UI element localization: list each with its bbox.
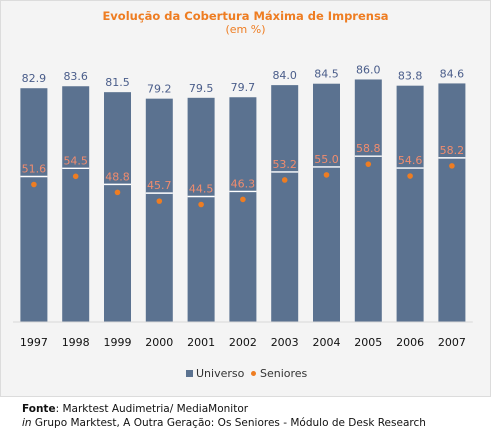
label-seniores: 58.8: [356, 142, 381, 155]
bar-universo: [229, 97, 257, 322]
source-label: Fonte: [22, 403, 56, 415]
label-universo: 79.2: [147, 83, 172, 96]
source-text: : Marktest Audimetria/ MediaMonitor: [55, 403, 249, 415]
legend-label-seniores: Seniores: [260, 367, 308, 380]
source-in-word: in: [22, 417, 32, 429]
chart-title: Evolução da Cobertura Máxima de Imprensa: [102, 9, 389, 23]
bar-universo: [145, 98, 173, 322]
label-universo: 84.6: [440, 67, 465, 80]
label-seniores: 44.5: [189, 183, 214, 196]
bar-universo: [104, 92, 131, 322]
x-tick-label: 1999: [104, 336, 132, 349]
legend-item-universo: Universo: [186, 367, 244, 380]
point-seniores: [407, 173, 413, 179]
label-seniores: 54.5: [63, 154, 88, 167]
bar-universo: [187, 97, 215, 322]
source-line-1: Fonte: Marktest Audimetria/ MediaMonitor: [22, 402, 426, 416]
x-tick-label: 2006: [396, 336, 424, 349]
x-tick-label: 2004: [313, 336, 341, 349]
label-universo: 84.5: [314, 68, 339, 81]
label-universo: 81.5: [105, 76, 130, 89]
bar-universo: [271, 85, 299, 323]
source-in-text: Grupo Marktest, A Outra Geração: Os Seni…: [31, 417, 426, 429]
point-seniores: [449, 163, 455, 169]
label-universo: 83.6: [63, 70, 88, 83]
legend-label-universo: Universo: [196, 367, 245, 380]
universo-swatch-icon: [186, 370, 193, 377]
x-tick-label: 1998: [62, 336, 90, 349]
x-tick-label: 2003: [271, 336, 299, 349]
source-line-2: in Grupo Marktest, A Outra Geração: Os S…: [22, 416, 426, 430]
label-seniores: 54.6: [398, 154, 423, 167]
label-universo: 82.9: [22, 72, 47, 85]
label-seniores: 48.8: [105, 170, 130, 183]
bar-universo: [438, 83, 466, 322]
x-tick-label: 2001: [187, 336, 215, 349]
x-tick-label: 2000: [145, 336, 173, 349]
label-seniores: 53.2: [272, 158, 297, 171]
bar-universo: [354, 79, 382, 322]
point-seniores: [240, 196, 246, 203]
seniores-dot-icon: [251, 371, 256, 376]
x-tick-label: 2005: [354, 336, 382, 349]
point-seniores: [281, 177, 288, 183]
point-seniores: [156, 198, 163, 204]
source-note: Fonte: Marktest Audimetria/ MediaMonitor…: [22, 402, 426, 430]
label-seniores: 55.0: [314, 153, 339, 166]
chart-subtitle: (em %): [225, 23, 266, 36]
x-tick-label: 2002: [229, 336, 257, 349]
bar-universo: [396, 85, 424, 323]
label-seniores: 51.6: [22, 162, 47, 175]
bar-universo: [20, 88, 48, 322]
x-tick-label: 2007: [438, 336, 466, 349]
bar-universo: [313, 83, 340, 323]
x-tick-label: 1997: [20, 336, 48, 349]
point-seniores: [72, 173, 79, 180]
label-universo: 79.7: [231, 81, 256, 94]
point-seniores: [365, 161, 372, 167]
label-seniores: 45.7: [147, 179, 172, 192]
label-universo: 83.8: [398, 70, 423, 83]
bar-universo: [62, 86, 90, 322]
label-universo: 86.0: [356, 63, 381, 76]
point-seniores: [31, 181, 37, 188]
bar-chart: 82.9 51.6 1997 83.6 54.5 1998 81.5 48.8 1999 79.2…: [13, 63, 473, 349]
legend-item-seniores: Seniores: [251, 367, 307, 380]
point-seniores: [114, 189, 121, 196]
point-seniores: [323, 172, 330, 178]
point-seniores: [198, 201, 204, 208]
label-seniores: 58.2: [440, 144, 465, 157]
label-seniores: 46.3: [231, 177, 256, 190]
label-universo: 84.0: [272, 69, 297, 82]
label-universo: 79.5: [189, 82, 214, 95]
